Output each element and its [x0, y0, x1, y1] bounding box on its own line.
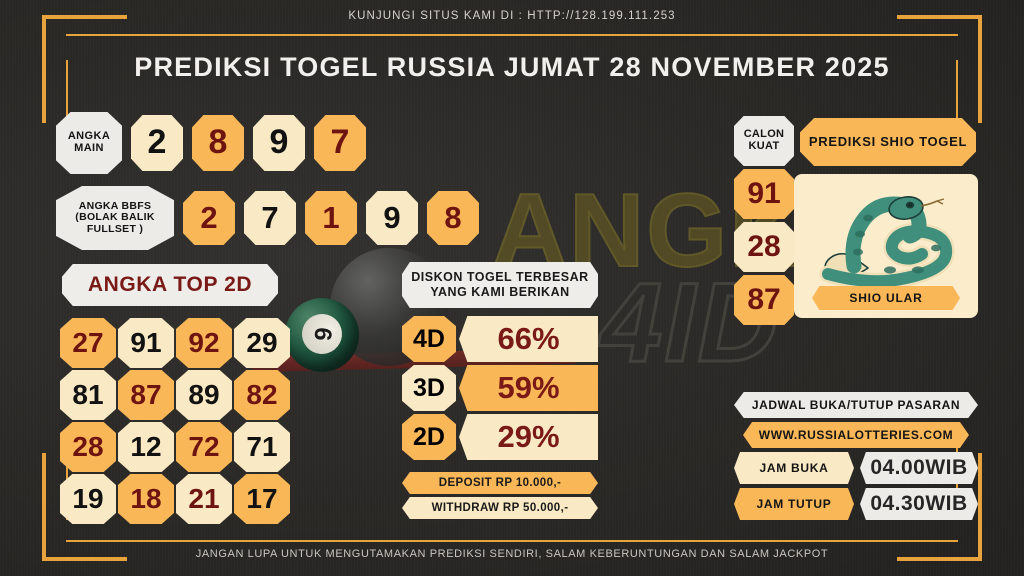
frame-corner-bottom-right — [897, 557, 982, 561]
discount-type: 2D — [402, 414, 456, 460]
calon-kuat-number: 87 — [734, 275, 794, 325]
discount-value: 59% — [459, 365, 598, 411]
footer-note: JANGAN LUPA UNTUK MENGUTAMAKAN PREDIKSI … — [195, 548, 829, 560]
schedule-value: 04.30WIB — [860, 488, 978, 520]
angka-bbfs-digit: 8 — [427, 191, 479, 245]
top-2d-cell: 89 — [176, 370, 232, 420]
schedule-row: JAM BUKA 04.00WIB — [734, 452, 978, 484]
discount-row: 4D 66% — [402, 316, 598, 362]
discount-value: 29% — [459, 414, 598, 460]
frame-inner-line-right — [956, 60, 958, 140]
angka-bbfs-digit: 7 — [244, 191, 296, 245]
angka-bbfs-row: ANGKA BBFS (BOLAK BALIK FULLSET ) 2 7 1 … — [56, 186, 479, 250]
discount-type: 4D — [402, 316, 456, 362]
frame-corner-top-right — [897, 15, 982, 19]
top-2d-cell: 92 — [176, 318, 232, 368]
payment-info: DEPOSIT RP 10.000,- WITHDRAW RP 50.000,- — [402, 472, 598, 519]
discount-row: 3D 59% — [402, 365, 598, 411]
frame-inner-line-top — [66, 34, 958, 36]
calon-kuat-column: CALON KUAT 91 28 87 — [734, 116, 794, 325]
top-2d-cell: 21 — [176, 474, 232, 524]
page-title: PREDIKSI TOGEL RUSSIA JUMAT 28 NOVEMBER … — [134, 52, 890, 82]
discount-row: 2D 29% — [402, 414, 598, 460]
shio-title: PREDIKSI SHIO TOGEL — [800, 118, 976, 166]
calon-kuat-label: CALON KUAT — [734, 116, 794, 166]
schedule-key: JAM BUKA — [734, 452, 854, 484]
schedule-row: JAM TUTUP 04.30WIB — [734, 488, 978, 520]
shio-card: SHIO ULAR — [794, 174, 978, 318]
frame-corner-bottom-left-vertical — [42, 453, 46, 561]
discount-title-line2: YANG KAMI BERIKAN — [430, 285, 570, 299]
angka-bbfs-digit: 1 — [305, 191, 357, 245]
top-2d-cell: 81 — [60, 370, 116, 420]
schedule-panel: JADWAL BUKA/TUTUP PASARAN WWW.RUSSIALOTT… — [734, 392, 978, 520]
snake-icon — [819, 196, 955, 290]
top-2d-cell: 27 — [60, 318, 116, 368]
shio-name: SHIO ULAR — [812, 286, 960, 310]
top-2d-cell: 17 — [234, 474, 290, 524]
top-2d-cell: 18 — [118, 474, 174, 524]
top-2d-cell: 12 — [118, 422, 174, 472]
top-2d-cell: 87 — [118, 370, 174, 420]
frame-inner-line-left — [66, 60, 68, 140]
schedule-value: 04.00WIB — [860, 452, 978, 484]
top-2d-cell: 19 — [60, 474, 116, 524]
calon-kuat-number: 28 — [734, 222, 794, 272]
frame-corner-top-left — [42, 15, 127, 19]
withdraw-bar: WITHDRAW RP 50.000,- — [402, 497, 598, 519]
discount-title-line1: DISKON TOGEL TERBESAR — [411, 269, 589, 284]
angka-main-digit: 8 — [192, 115, 244, 171]
discount-value: 66% — [459, 316, 598, 362]
angka-main-digit: 7 — [314, 115, 366, 171]
calon-kuat-number: 91 — [734, 169, 794, 219]
angka-bbfs-digit: 2 — [183, 191, 235, 245]
top-2d-cell: 82 — [234, 370, 290, 420]
top-2d-cell: 91 — [118, 318, 174, 368]
top-2d-cell: 72 — [176, 422, 232, 472]
angka-main-label: ANGKA MAIN — [56, 112, 122, 174]
schedule-key: JAM TUTUP — [734, 488, 854, 520]
billiard-ball-six-decoration: 6 — [285, 298, 359, 372]
discount-type: 3D — [402, 365, 456, 411]
angka-bbfs-label: ANGKA BBFS (BOLAK BALIK FULLSET ) — [56, 186, 174, 250]
frame-corner-bottom-left — [42, 557, 127, 561]
angka-bbfs-digit: 9 — [366, 191, 418, 245]
site-url: KUNJUNGI SITUS KAMI DI : HTTP://128.199.… — [348, 10, 676, 22]
frame-corner-top-right-vertical — [978, 15, 982, 123]
schedule-title: JADWAL BUKA/TUTUP PASARAN — [734, 392, 978, 418]
top-2d-cell: 29 — [234, 318, 290, 368]
discount-title: DISKON TOGEL TERBESAR YANG KAMI BERIKAN — [402, 262, 598, 308]
top-2d-cell: 71 — [234, 422, 290, 472]
schedule-website: WWW.RUSSIALOTTERIES.COM — [743, 422, 969, 448]
top-2d-cell: 28 — [60, 422, 116, 472]
angka-main-row: ANGKA MAIN 2 8 9 7 — [56, 112, 366, 174]
angka-top-2d-title: ANGKA TOP 2D — [62, 264, 278, 306]
discount-rows: 4D 66% 3D 59% 2D 29% — [402, 316, 598, 460]
frame-corner-bottom-right-vertical — [978, 453, 982, 561]
billiard-ball-number: 6 — [300, 312, 344, 356]
deposit-bar: DEPOSIT RP 10.000,- — [402, 472, 598, 494]
frame-inner-line-bottom — [66, 540, 958, 542]
angka-main-digit: 9 — [253, 115, 305, 171]
angka-main-digit: 2 — [131, 115, 183, 171]
angka-top-2d-grid: 27 91 92 29 81 87 89 82 28 12 72 71 19 1… — [60, 318, 290, 524]
frame-corner-top-left-vertical — [42, 15, 46, 123]
